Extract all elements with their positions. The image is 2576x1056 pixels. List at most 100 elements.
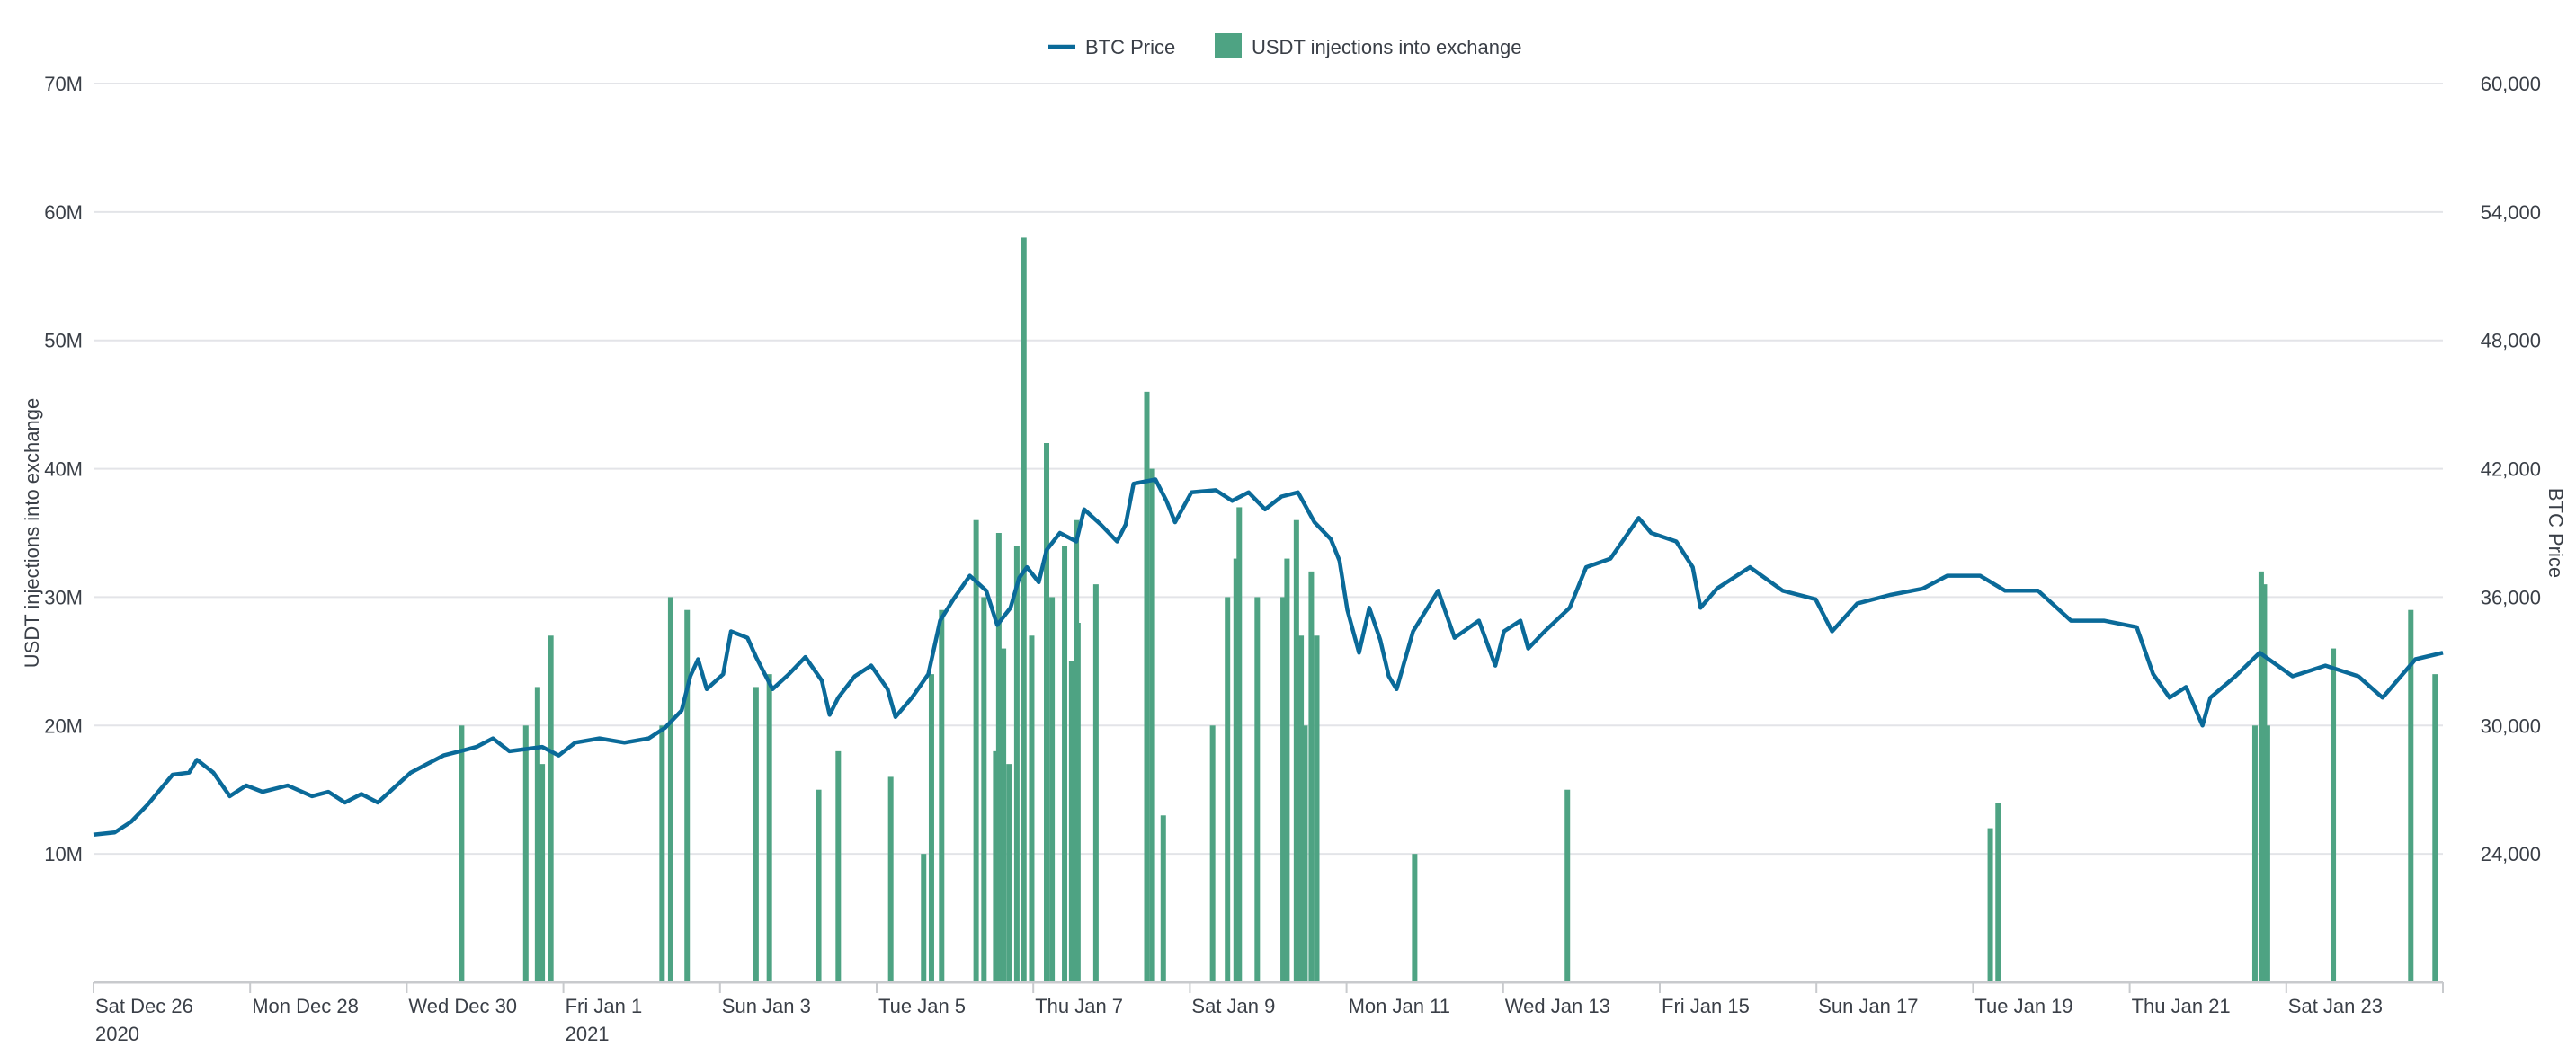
usdt-bar [995, 533, 1002, 982]
x-tick-label: Thu Jan 21 [2132, 995, 2231, 1017]
left-tick-label: 50M [44, 330, 83, 352]
usdt-bar [1987, 828, 1993, 982]
right-tick-label: 24,000 [2481, 843, 2541, 865]
usdt-bar [1412, 854, 1418, 982]
usdt-bar [1564, 789, 1571, 982]
usdt-bar [753, 687, 759, 982]
x-tick-label: Mon Jan 11 [1349, 995, 1450, 1017]
legend-item-usdt[interactable]: USDT injections into exchange [1215, 33, 1521, 58]
usdt-bar [973, 519, 979, 982]
usdt-bar [1160, 815, 1166, 982]
x-tick-label: Fri Jan 1 [566, 995, 643, 1017]
x-tick-label: Fri Jan 15 [1662, 995, 1750, 1017]
usdt-bar [1049, 597, 1056, 982]
usdt-bar [1006, 764, 1012, 982]
usdt-bar [1302, 725, 1308, 982]
right-tick-label: 60,000 [2481, 73, 2541, 95]
x-tick-label: Thu Jan 7 [1035, 995, 1123, 1017]
x-tick-label: Mon Dec 28 [252, 995, 359, 1017]
usdt-bar [1092, 584, 1099, 982]
usdt-bar [2264, 725, 2270, 982]
usdt-bar [548, 635, 554, 982]
left-tick-label: 10M [44, 843, 83, 865]
right-tick-label: 54,000 [2481, 201, 2541, 224]
usdt-bar [2251, 725, 2258, 982]
legend-bar-swatch [1215, 33, 1242, 58]
x-tick-label: Wed Dec 30 [408, 995, 517, 1017]
left-tick-label: 70M [44, 73, 83, 95]
usdt-bar [534, 687, 540, 982]
btc-price-line [93, 477, 2444, 837]
usdt-bar [2408, 609, 2414, 982]
left-tick-label: 30M [44, 586, 83, 608]
usdt-bar [1293, 519, 1299, 982]
usdt-bar [1284, 558, 1290, 982]
usdt-bar [1314, 635, 1320, 982]
x-tick-label: Tue Jan 19 [1974, 995, 2072, 1017]
usdt-bar [939, 609, 945, 982]
x-tick-label: Tue Jan 5 [878, 995, 966, 1017]
usdt-bars [459, 237, 2438, 982]
left-axis-ticks: 10M 20M 30M 40M 50M 60M 70M [44, 73, 83, 865]
usdt-bar [1298, 635, 1305, 982]
usdt-bar [1236, 507, 1243, 982]
usdt-bar [1044, 443, 1050, 982]
usdt-bar [981, 597, 987, 982]
usdt-bar [667, 597, 673, 982]
usdt-bar [1013, 546, 1020, 982]
usdt-bar [659, 725, 665, 982]
left-tick-label: 20M [44, 714, 83, 737]
usdt-bar [459, 725, 465, 982]
usdt-bar [1029, 635, 1035, 982]
usdt-bar [684, 609, 691, 982]
usdt-bar [1074, 623, 1081, 982]
x-tick-label: Sat Jan 23 [2288, 995, 2383, 1017]
usdt-bar [1233, 558, 1239, 982]
usdt-bar [522, 725, 529, 982]
usdt-bar [1209, 725, 1216, 982]
x-axis: Sat Dec 26 2020 Mon Dec 28 Wed Dec 30 Fri Ja… [93, 981, 2444, 1045]
legend: BTC Price USDT injections into exchange [1048, 33, 1521, 58]
x-tick-year-label: 2020 [95, 1023, 139, 1045]
usdt-bar [2258, 571, 2264, 982]
x-tick-label: Sat Dec 26 [95, 995, 193, 1017]
usdt-bar [1062, 546, 1068, 982]
usdt-bar [887, 776, 894, 982]
x-tick-label: Sun Jan 3 [722, 995, 811, 1017]
usdt-bar [539, 764, 546, 982]
right-tick-label: 30,000 [2481, 714, 2541, 737]
left-tick-label: 60M [44, 201, 83, 224]
x-tick-label: Sat Jan 9 [1191, 995, 1275, 1017]
usdt-bar [1254, 597, 1261, 982]
usdt-bar [1280, 597, 1287, 982]
gridlines [94, 83, 2443, 856]
usdt-bar [1001, 648, 1007, 982]
right-tick-label: 48,000 [2481, 330, 2541, 352]
usdt-bar [1149, 468, 1155, 982]
usdt-bar [2331, 648, 2337, 982]
usdt-bar [993, 750, 999, 982]
left-tick-label: 40M [44, 458, 83, 481]
usdt-bar [2261, 584, 2268, 982]
usdt-bar [928, 674, 934, 982]
usdt-bar [921, 854, 927, 982]
x-tick-year-label: 2021 [566, 1023, 610, 1045]
right-axis-ticks: 24,000 30,000 36,000 42,000 48,000 54,000 60,0… [2481, 73, 2541, 865]
legend-item-btc-price[interactable]: BTC Price [1048, 36, 1175, 58]
usdt-bar [2432, 674, 2438, 982]
left-axis-title: USDT injections into exchange [21, 398, 43, 668]
right-tick-label: 36,000 [2481, 586, 2541, 608]
usdt-bar [835, 750, 842, 982]
usdt-bar [766, 674, 772, 982]
usdt-bar [1225, 597, 1231, 982]
usdt-bar [1308, 571, 1315, 982]
right-axis-title: BTC Price [2545, 488, 2567, 578]
usdt-bar [1995, 803, 2001, 982]
right-tick-label: 42,000 [2481, 458, 2541, 481]
x-tick-label: Sun Jan 17 [1818, 995, 1918, 1017]
usdt-bar [1068, 661, 1074, 982]
legend-label: BTC Price [1085, 36, 1175, 58]
x-tick-label: Wed Jan 13 [1505, 995, 1610, 1017]
usdt-bar [1021, 237, 1027, 982]
